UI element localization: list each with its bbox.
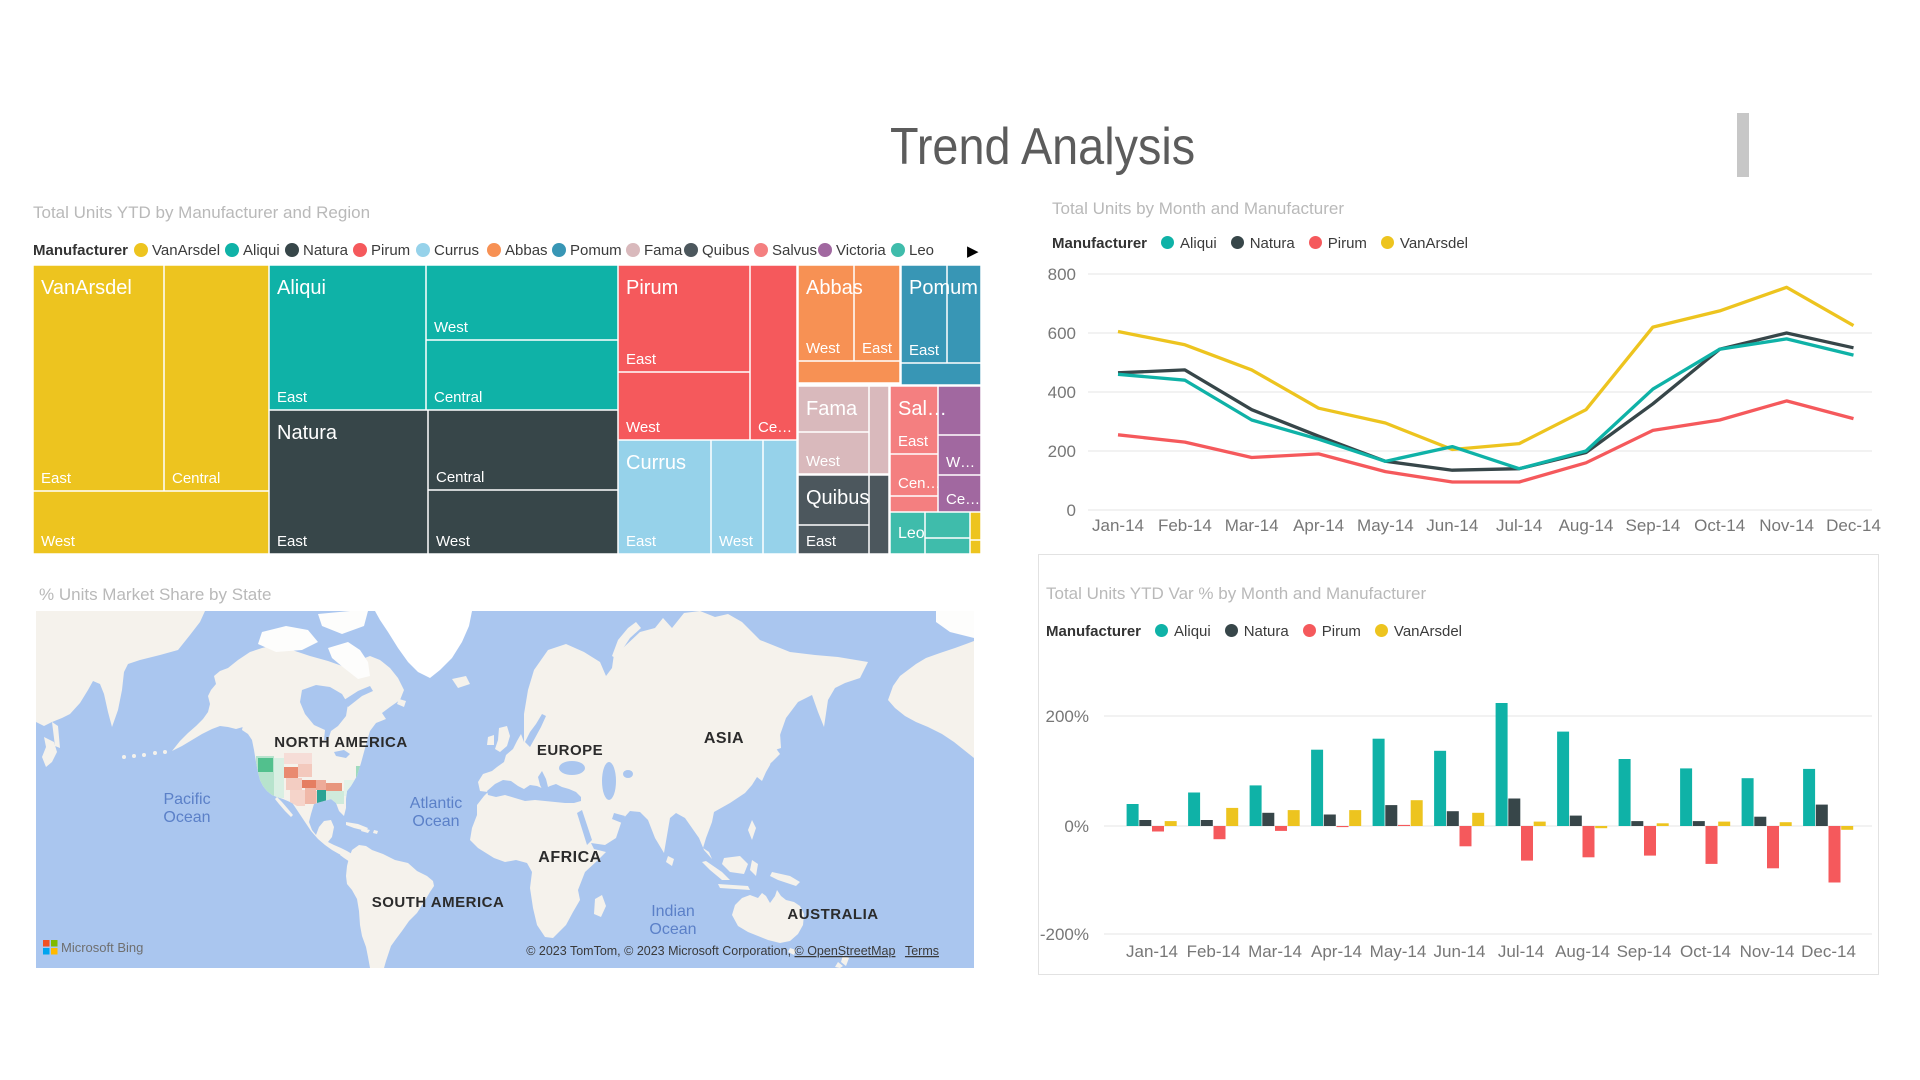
svg-text:Microsoft Bing: Microsoft Bing (61, 940, 143, 955)
svg-text:Atlantic: Atlantic (410, 795, 462, 812)
svg-text:800: 800 (1048, 265, 1076, 284)
svg-text:W…: W… (946, 454, 975, 471)
svg-text:East: East (626, 351, 657, 368)
svg-text:Aliqui: Aliqui (277, 277, 326, 299)
svg-text:Currus: Currus (626, 452, 686, 474)
svg-text:May-14: May-14 (1370, 942, 1427, 961)
svg-text:East: East (41, 470, 72, 487)
svg-text:Mar-14: Mar-14 (1248, 942, 1302, 961)
svg-text:East: East (277, 389, 308, 406)
svg-text:Nov-14: Nov-14 (1759, 516, 1814, 535)
svg-text:Aug-14: Aug-14 (1555, 942, 1610, 961)
svg-text:Pacific: Pacific (163, 791, 210, 808)
svg-text:Feb-14: Feb-14 (1187, 942, 1241, 961)
svg-text:Jan-14: Jan-14 (1126, 942, 1178, 961)
svg-text:Jul-14: Jul-14 (1498, 942, 1544, 961)
svg-text:Natura: Natura (277, 422, 338, 444)
svg-text:Jan-14: Jan-14 (1092, 516, 1144, 535)
svg-text:200%: 200% (1046, 707, 1089, 726)
svg-text:East: East (626, 533, 657, 550)
svg-text:Jul-14: Jul-14 (1496, 516, 1542, 535)
svg-text:Pirum: Pirum (626, 277, 678, 299)
svg-text:0%: 0% (1064, 817, 1089, 836)
svg-text:Central: Central (172, 470, 220, 487)
svg-text:Fama: Fama (806, 398, 858, 420)
svg-text:600: 600 (1048, 324, 1076, 343)
svg-text:Ocean: Ocean (412, 813, 459, 830)
svg-text:Pomum: Pomum (909, 277, 978, 299)
svg-text:West: West (806, 340, 841, 357)
svg-text:West: West (719, 533, 754, 550)
svg-text:Oct-14: Oct-14 (1680, 942, 1731, 961)
svg-text:Oct-14: Oct-14 (1694, 516, 1745, 535)
svg-text:Central: Central (436, 469, 484, 486)
svg-text:Sep-14: Sep-14 (1617, 942, 1672, 961)
svg-text:VanArsdel: VanArsdel (41, 277, 132, 299)
svg-text:East: East (909, 342, 940, 359)
svg-text:West: West (806, 453, 841, 470)
svg-text:200: 200 (1048, 442, 1076, 461)
svg-text:NORTH AMERICA: NORTH AMERICA (274, 734, 407, 751)
svg-text:East: East (806, 533, 837, 550)
svg-text:Quibus: Quibus (806, 487, 869, 509)
svg-text:West: West (41, 533, 76, 550)
svg-text:Dec-14: Dec-14 (1826, 516, 1881, 535)
svg-text:Dec-14: Dec-14 (1801, 942, 1856, 961)
svg-text:Central: Central (434, 389, 482, 406)
svg-text:West: West (436, 533, 471, 550)
svg-text:East: East (862, 340, 893, 357)
svg-text:Feb-14: Feb-14 (1158, 516, 1212, 535)
svg-text:Abbas: Abbas (806, 277, 863, 299)
svg-text:EUROPE: EUROPE (537, 742, 603, 759)
svg-text:East: East (277, 533, 308, 550)
svg-text:Ocean: Ocean (163, 809, 210, 826)
svg-text:Cen…: Cen… (898, 475, 941, 492)
svg-text:© 2023 TomTom, © 2023 Microsof: © 2023 TomTom, © 2023 Microsoft Corporat… (526, 944, 939, 958)
svg-text:Sep-14: Sep-14 (1625, 516, 1680, 535)
svg-text:Mar-14: Mar-14 (1225, 516, 1279, 535)
svg-text:AUSTRALIA: AUSTRALIA (787, 906, 878, 923)
svg-text:West: West (434, 319, 469, 336)
svg-text:ASIA: ASIA (704, 730, 744, 747)
svg-text:Apr-14: Apr-14 (1311, 942, 1362, 961)
svg-text:Leo: Leo (898, 525, 925, 542)
svg-text:West: West (626, 419, 661, 436)
svg-text:AFRICA: AFRICA (538, 849, 601, 866)
svg-text:Sal…: Sal… (898, 398, 947, 420)
svg-text:Ocean: Ocean (649, 921, 696, 938)
svg-text:SOUTH AMERICA: SOUTH AMERICA (372, 894, 505, 911)
svg-text:Jun-14: Jun-14 (1434, 942, 1486, 961)
svg-text:Apr-14: Apr-14 (1293, 516, 1344, 535)
svg-text:0: 0 (1067, 501, 1076, 520)
svg-text:Indian: Indian (651, 903, 695, 920)
svg-text:400: 400 (1048, 383, 1076, 402)
svg-text:Nov-14: Nov-14 (1740, 942, 1795, 961)
svg-text:-200%: -200% (1040, 925, 1089, 944)
svg-text:Aug-14: Aug-14 (1559, 516, 1614, 535)
svg-text:May-14: May-14 (1357, 516, 1414, 535)
svg-text:East: East (898, 433, 929, 450)
svg-text:Ce…: Ce… (946, 491, 980, 508)
svg-text:Ce…: Ce… (758, 419, 792, 436)
svg-text:Jun-14: Jun-14 (1426, 516, 1478, 535)
